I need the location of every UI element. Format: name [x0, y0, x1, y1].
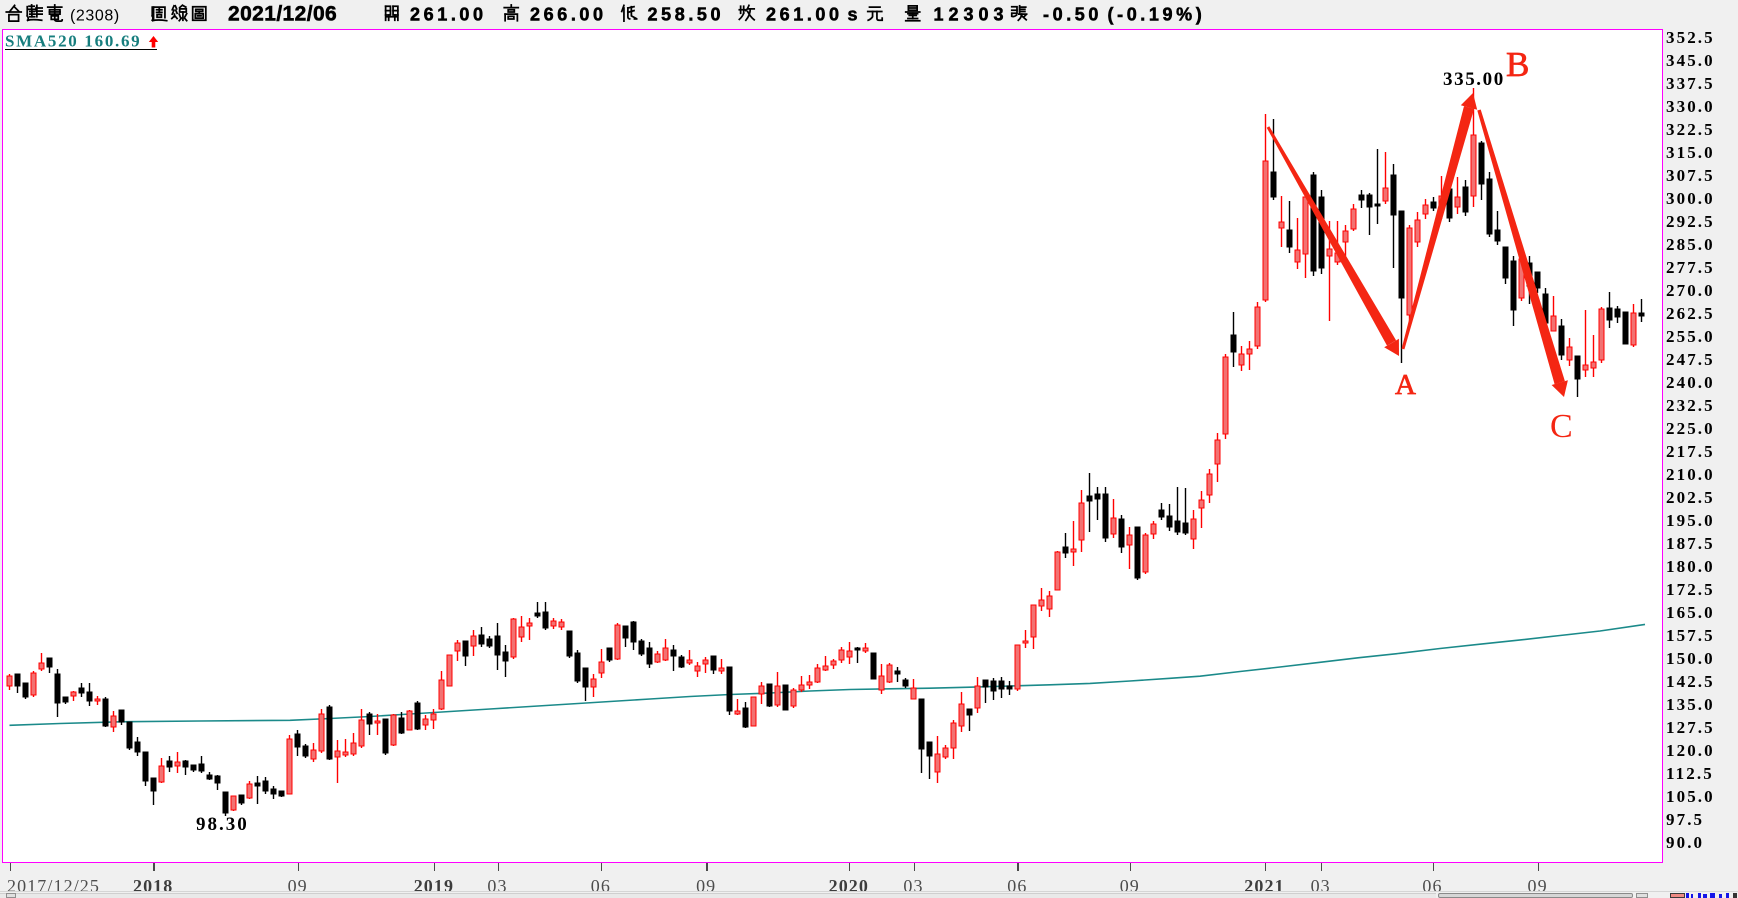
svg-text:A: A — [1395, 369, 1416, 401]
svg-text:C: C — [1550, 408, 1573, 445]
svg-text:(-0.19%): (-0.19%) — [1108, 5, 1206, 25]
svg-text:2021/12/06: 2021/12/06 — [228, 3, 337, 26]
svg-text:s: s — [848, 5, 858, 25]
svg-text:266.00: 266.00 — [530, 5, 607, 25]
svg-text:261.00: 261.00 — [410, 5, 487, 25]
svg-text:SMA520 160.69: SMA520 160.69 — [5, 32, 141, 51]
svg-text:261.00: 261.00 — [766, 5, 843, 25]
svg-text:258.50: 258.50 — [648, 5, 725, 25]
svg-text:(2308): (2308) — [70, 8, 120, 25]
svg-text:B: B — [1506, 45, 1529, 84]
svg-text:98.30: 98.30 — [196, 814, 249, 835]
svg-text:12303: 12303 — [934, 5, 1009, 25]
svg-text:335.00: 335.00 — [1443, 69, 1505, 90]
svg-text:-0.50: -0.50 — [1043, 5, 1102, 25]
